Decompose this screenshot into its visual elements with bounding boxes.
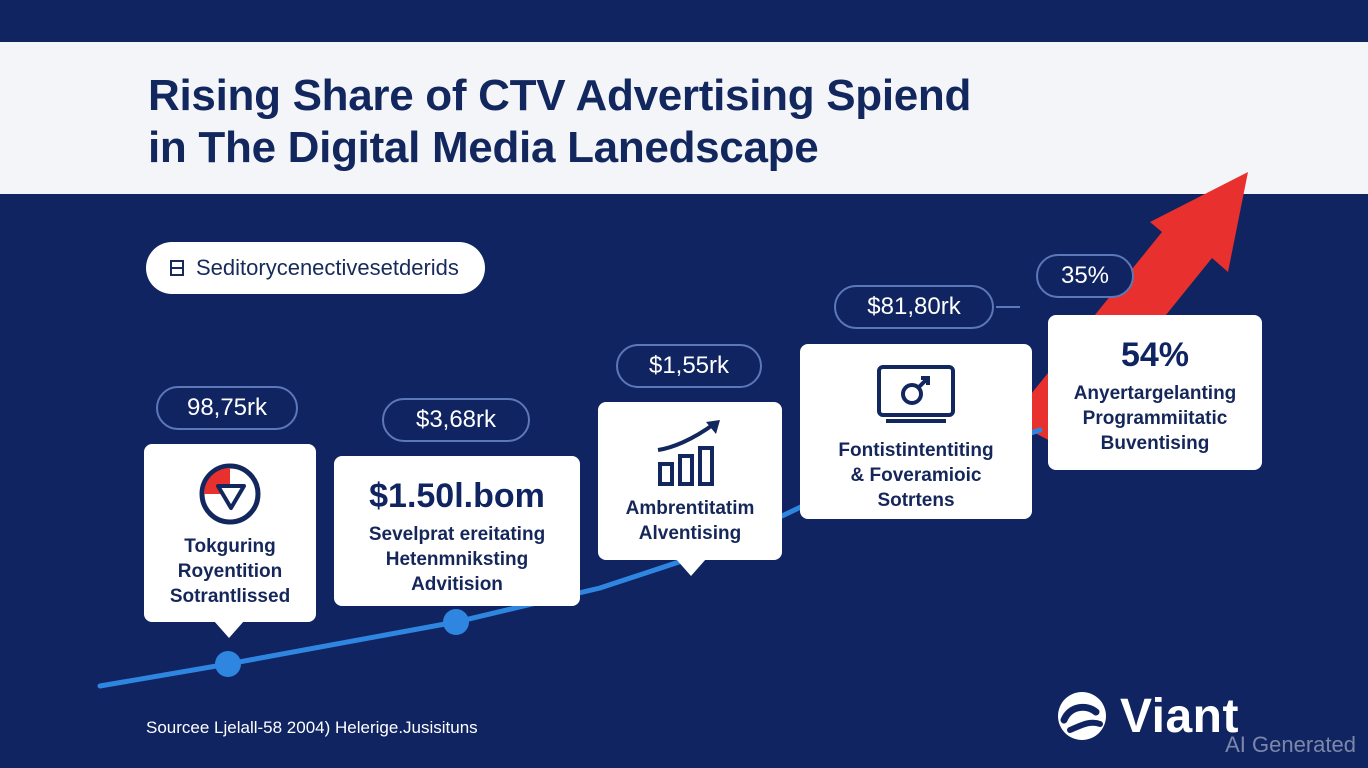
card-label-line: & Foveramioic (850, 465, 982, 486)
brand-logo-text: Viant (1120, 689, 1239, 743)
list-icon (170, 260, 184, 276)
card-4: Fontistintentiting & Foveramioic Sotrten… (800, 344, 1032, 519)
page-title: Rising Share of CTV Advertising Spiend i… (148, 70, 971, 174)
pie-chart-icon (199, 463, 261, 525)
category-chip[interactable]: Seditorycenectivesetderids (146, 242, 485, 294)
card-label-line: Sotrantlissed (169, 586, 291, 607)
card-label-line: Alventising (638, 523, 742, 544)
card-label-line: Fontistintentiting (838, 440, 994, 461)
card-label-line: Programmiitatic (1082, 408, 1228, 429)
card-label-line: Anyertargelanting (1073, 383, 1237, 404)
card-2: $1.50l.bom Sevelprat ereitating Hetenmni… (334, 456, 580, 606)
card-label-line: Sevelprat ereitating (368, 524, 546, 545)
card-3-pointer (676, 559, 706, 576)
card-label-line: Tokguring (184, 536, 276, 557)
card-1: Tokguring Royentition Sotrantlissed (144, 444, 316, 622)
value-pill-label: 98,75rk (186, 394, 268, 421)
tv-icon (877, 365, 955, 423)
source-note: Sourcee Ljelall-58 2004) Helerige.Jusisi… (146, 718, 478, 737)
card-label-line: Hetenmniksting (385, 549, 529, 570)
brand-logo: Viant (1056, 686, 1239, 746)
value-pill-3: $1,55rk (616, 344, 762, 388)
card-3: Ambrentitatim Alventising (598, 402, 782, 560)
card-5: 54% Anyertargelanting Programmiitatic Bu… (1048, 315, 1262, 470)
category-chip-label: Seditorycenectivesetderids (196, 255, 459, 280)
card-label-line: Sotrtens (877, 490, 955, 511)
value-pill-1: 98,75rk (156, 386, 298, 430)
value-pill-label: $81,80rk (867, 293, 961, 320)
card-value: $1.50l.bom (369, 477, 545, 515)
bar-chart-icon (657, 420, 720, 486)
value-pill-4: $81,80rk (834, 285, 994, 329)
ai-watermark: AI Generated (1225, 732, 1356, 757)
value-pill-5: 35% (1036, 254, 1134, 298)
value-pill-label: $1,55rk (648, 352, 730, 379)
title-band (0, 42, 1368, 194)
card-label-line: Buventising (1100, 433, 1210, 454)
card-1-pointer (214, 621, 244, 638)
viant-logo-icon (1058, 692, 1106, 740)
card-label-line: Royentition (177, 561, 283, 582)
card-label-line: Advitision (411, 574, 503, 595)
value-pill-2: $3,68rk (382, 398, 530, 442)
card-value: 54% (1120, 336, 1190, 374)
card-label-line: Ambrentitatim (625, 498, 755, 519)
trend-point (443, 609, 469, 635)
value-pill-label: $3,68rk (415, 406, 497, 433)
value-pill-label: 35% (1060, 262, 1110, 289)
trend-point (215, 651, 241, 677)
title-line-1: Rising Share of CTV Advertising Spiend (148, 71, 972, 120)
title-line-2: in The Digital Media Lanedscape (148, 123, 819, 172)
